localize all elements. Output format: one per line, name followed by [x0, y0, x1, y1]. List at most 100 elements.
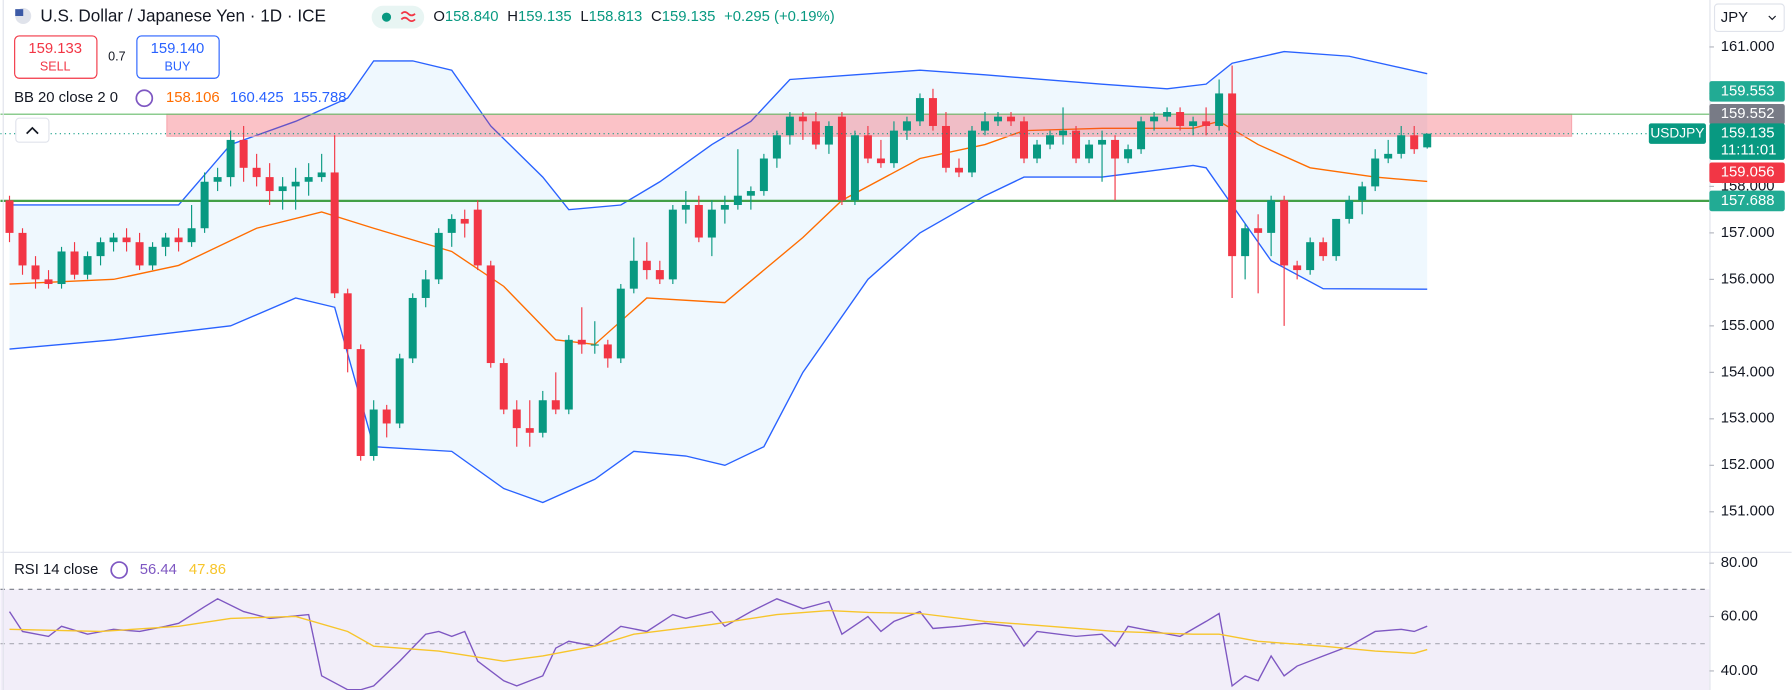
candle-body: [1046, 135, 1055, 145]
candle-body: [1020, 121, 1029, 159]
symbol-tag: [1648, 123, 1706, 144]
candle-body: [343, 293, 352, 350]
candle-body: [291, 181, 300, 187]
y-tick-label: 153.000: [1721, 411, 1775, 427]
buy-price: 159.140: [151, 41, 205, 57]
price-label: [1709, 123, 1785, 160]
candle-body: [876, 158, 885, 164]
candle-body: [5, 200, 14, 233]
candle-body: [811, 121, 820, 145]
y-tick-label: 156.000: [1721, 271, 1775, 287]
currency-button[interactable]: [1713, 3, 1785, 32]
candle-body: [798, 116, 807, 122]
candle-body: [1007, 116, 1016, 122]
candle-body: [850, 135, 859, 201]
candle-body: [1280, 200, 1289, 266]
candle-body: [421, 279, 430, 298]
rsi-band-fill: [0, 589, 1710, 690]
y-tick-label: 161.000: [1721, 39, 1775, 55]
candle-body: [122, 237, 131, 243]
price-label-text: 159.056: [1721, 165, 1775, 181]
bb-settings-icon[interactable]: [135, 89, 154, 108]
symbol-title: U.S. Dollar / Japanese Yen · 1D · ICE: [40, 6, 326, 26]
candle-body: [1358, 186, 1367, 201]
candle-body: [525, 428, 534, 433]
candle-body: [824, 125, 833, 145]
candle-body: [590, 344, 599, 346]
candle-body: [408, 297, 417, 359]
candle-body: [213, 177, 222, 182]
rsi-tick-label: 40.00: [1721, 663, 1758, 679]
candle-body: [1410, 135, 1419, 150]
flag-canton: [15, 9, 24, 16]
y-tick-label: 154.000: [1721, 364, 1775, 380]
candle-body: [369, 409, 378, 457]
sell-button[interactable]: [14, 35, 98, 79]
bb-label: BB 20 close 2 0: [14, 90, 118, 106]
sell-label: SELL: [40, 60, 71, 74]
candle-body: [1423, 133, 1432, 148]
price-label: [1709, 81, 1785, 102]
rsi-label: RSI 14 close: [14, 562, 98, 578]
candle-body: [278, 186, 287, 192]
candle-body: [655, 270, 664, 280]
ohlc-value: 158.840: [445, 9, 499, 25]
candle-body: [538, 400, 547, 433]
candle-body: [954, 167, 963, 173]
candle-body: [239, 139, 248, 168]
candle-body: [551, 400, 560, 410]
candle-body: [668, 209, 677, 280]
candle-body: [993, 116, 1002, 122]
ohlc-values: O158.840 H159.135 L158.813 C159.135 +0.2…: [433, 9, 834, 25]
ohlc-key: O: [433, 9, 445, 25]
change: +0.295 (+0.19%): [724, 9, 835, 25]
candle-body: [1176, 112, 1185, 126]
buy-button[interactable]: [136, 35, 220, 79]
candle-body: [486, 265, 495, 364]
status-pill[interactable]: [371, 5, 425, 29]
bb-lower-value: 155.788: [293, 90, 347, 106]
candle-body: [252, 167, 261, 178]
candle-body: [96, 242, 105, 257]
rsi-settings-icon[interactable]: [110, 561, 129, 579]
candle-body: [317, 172, 326, 178]
candle-body: [200, 181, 209, 229]
price-label: [1709, 103, 1785, 125]
rsi-pane: [0, 588, 1710, 690]
candle-body: [1345, 200, 1354, 219]
candle-body: [629, 260, 638, 289]
candle-body: [1072, 130, 1081, 159]
y-tick-label: 151.000: [1721, 504, 1775, 520]
price-label-text: 159.553: [1721, 83, 1775, 99]
y-tick-label: 155.000: [1721, 318, 1775, 334]
candle-body: [863, 135, 872, 159]
candle-body: [928, 98, 937, 126]
bb-basis: [9, 120, 1428, 346]
candle-body: [512, 409, 521, 429]
candle-body: [1384, 153, 1393, 159]
candle-body: [1293, 265, 1302, 271]
candle-body: [83, 256, 92, 275]
countdown: 11:11:01: [1721, 143, 1777, 159]
candle-body: [1267, 200, 1276, 233]
candle-body: [330, 172, 339, 294]
rsi-line: [8, 598, 1428, 690]
candle-body: [785, 116, 794, 136]
candle-body: [1098, 139, 1107, 145]
candle-body: [564, 339, 573, 410]
candle-body: [135, 242, 144, 266]
price-label-text: 159.552: [1721, 106, 1775, 122]
candle-body: [1254, 228, 1263, 233]
chevron-icon: [26, 126, 39, 135]
candle-body: [980, 121, 989, 131]
bb-basis-value: 158.106: [166, 90, 220, 106]
candle-body: [707, 209, 716, 238]
candle-body: [681, 204, 690, 210]
candle-body: [1228, 93, 1237, 257]
collapse-button[interactable]: [15, 117, 50, 143]
candle-body: [1202, 121, 1211, 126]
header: U.S. Dollar / Japanese Yen · 1D · ICE O1…: [14, 3, 1785, 579]
